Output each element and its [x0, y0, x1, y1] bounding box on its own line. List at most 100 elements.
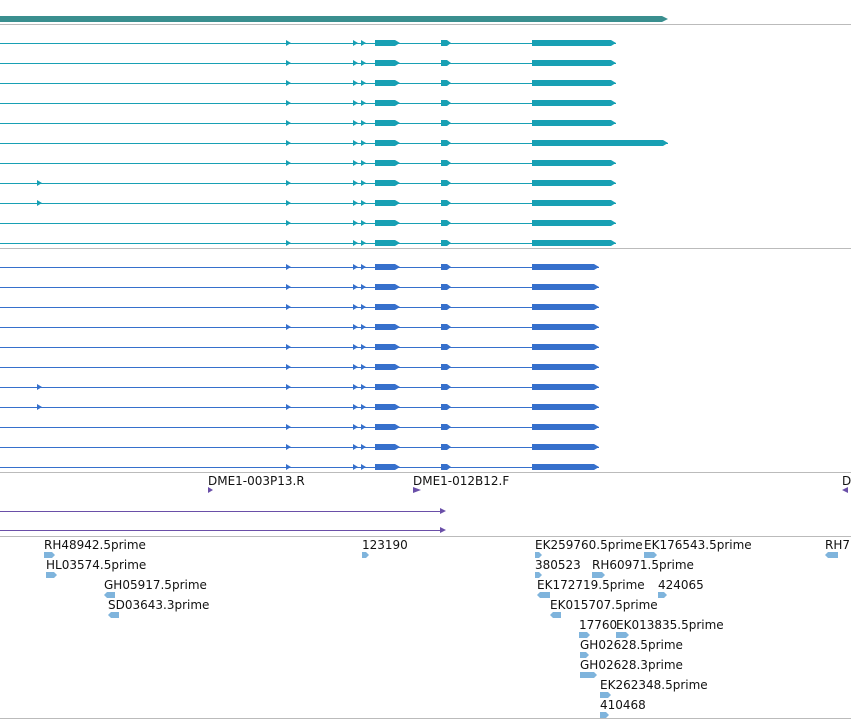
transcript-row[interactable] — [0, 180, 616, 186]
exon-marker — [353, 180, 358, 186]
exon-block-arrow — [611, 200, 616, 206]
exon-marker — [286, 304, 291, 310]
transcript-row[interactable] — [0, 404, 599, 410]
est-label[interactable]: GH05917.5prime — [104, 578, 207, 592]
est-label[interactable]: 123190 — [362, 538, 408, 552]
exon-block — [532, 444, 594, 450]
exon-block-arrow — [395, 60, 400, 66]
est-label[interactable]: 380523 — [535, 558, 581, 572]
est-label[interactable]: SD03643.3prime — [108, 598, 209, 612]
exon-marker — [353, 444, 358, 450]
est-label[interactable]: 424065 — [658, 578, 704, 592]
transcript-row[interactable] — [0, 220, 616, 226]
exon-block-arrow — [594, 464, 599, 470]
est-label[interactable]: EK262348.5prime — [600, 678, 708, 692]
exon-marker — [361, 120, 366, 126]
exon-block — [532, 284, 594, 290]
est-label[interactable]: 410468 — [600, 698, 646, 712]
est-label[interactable]: EK176543.5prime — [644, 538, 752, 552]
exon-marker — [361, 100, 366, 106]
exon-block — [532, 80, 611, 86]
transcript-row[interactable] — [0, 100, 616, 106]
transcript-track — [0, 40, 668, 246]
exon-block — [375, 364, 395, 370]
exon-block — [441, 284, 447, 290]
primer-label[interactable]: DME1-003P13.R — [208, 474, 305, 488]
exon-block-arrow — [395, 240, 400, 246]
est-label[interactable]: RH60971.5prime — [592, 558, 694, 572]
exon-block-arrow — [395, 160, 400, 166]
primer-marker — [208, 487, 213, 493]
exon-block-arrow — [611, 100, 616, 106]
est-label[interactable]: EK172719.5prime — [537, 578, 645, 592]
transcript-row[interactable] — [0, 240, 616, 246]
exon-block — [441, 200, 447, 206]
exon-block — [441, 80, 447, 86]
exon-block — [375, 140, 395, 146]
exon-marker — [353, 140, 358, 146]
exon-block — [375, 160, 395, 166]
exon-block-arrow — [611, 180, 616, 186]
est-label[interactable]: EK259760.5prime — [535, 538, 643, 552]
transcript-row[interactable] — [0, 464, 599, 470]
transcript-row[interactable] — [0, 344, 599, 350]
exon-marker — [353, 160, 358, 166]
est-glyph — [362, 552, 369, 558]
transcript-row[interactable] — [0, 424, 599, 430]
exon-block-arrow — [447, 220, 451, 226]
est-label[interactable]: EK015707.5prime — [550, 598, 658, 612]
exon-marker — [286, 364, 291, 370]
est-label[interactable]: HL03574.5prime — [46, 558, 146, 572]
exon-marker — [37, 180, 42, 186]
transcript-row[interactable] — [0, 160, 616, 166]
exon-marker — [353, 364, 358, 370]
exon-block — [375, 60, 395, 66]
exon-block — [441, 180, 447, 186]
exon-marker — [353, 120, 358, 126]
est-glyph — [537, 592, 550, 598]
est-label[interactable]: GH02628.5prime — [580, 638, 683, 652]
est-label[interactable]: GH02628.3prime — [580, 658, 683, 672]
transcript-row[interactable] — [0, 80, 616, 86]
exon-block — [441, 424, 447, 430]
transcript-row[interactable] — [0, 284, 599, 290]
transcript-row[interactable] — [0, 384, 599, 390]
exon-marker — [286, 444, 291, 450]
exon-marker — [361, 464, 366, 470]
transcript-row[interactable] — [0, 120, 616, 126]
transcript-row[interactable] — [0, 304, 599, 310]
exon-block-arrow — [395, 100, 400, 106]
exon-block — [375, 404, 395, 410]
transcript-row[interactable] — [0, 60, 616, 66]
transcript-row[interactable] — [0, 324, 599, 330]
exon-block-arrow — [395, 140, 400, 146]
exon-block — [375, 120, 395, 126]
exon-block — [532, 120, 611, 126]
exon-marker — [361, 424, 366, 430]
exon-block-arrow — [395, 264, 400, 270]
exon-block-arrow — [447, 120, 451, 126]
transcript-row[interactable] — [0, 140, 668, 146]
exon-block — [441, 304, 447, 310]
transcript-row[interactable] — [0, 444, 599, 450]
primer-label[interactable]: DME1-012B12.F — [413, 474, 509, 488]
transcript-row[interactable] — [0, 40, 616, 46]
primer-label[interactable]: D — [842, 474, 851, 488]
transcript-row[interactable] — [0, 200, 616, 206]
exon-block-arrow — [395, 464, 400, 470]
exon-block — [532, 200, 611, 206]
transcript-row[interactable] — [0, 264, 599, 270]
exon-marker — [286, 200, 291, 206]
exon-marker — [353, 344, 358, 350]
exon-block-arrow — [594, 264, 599, 270]
exon-marker — [286, 40, 291, 46]
est-glyph — [579, 632, 590, 638]
exon-block — [532, 364, 594, 370]
est-label[interactable]: EK013835.5prime — [616, 618, 724, 632]
est-label[interactable]: RH7 — [825, 538, 850, 552]
est-label[interactable]: 17760 — [579, 618, 617, 632]
exon-marker — [353, 80, 358, 86]
est-label[interactable]: RH48942.5prime — [44, 538, 146, 552]
primer-marker — [413, 487, 421, 493]
transcript-row[interactable] — [0, 364, 599, 370]
